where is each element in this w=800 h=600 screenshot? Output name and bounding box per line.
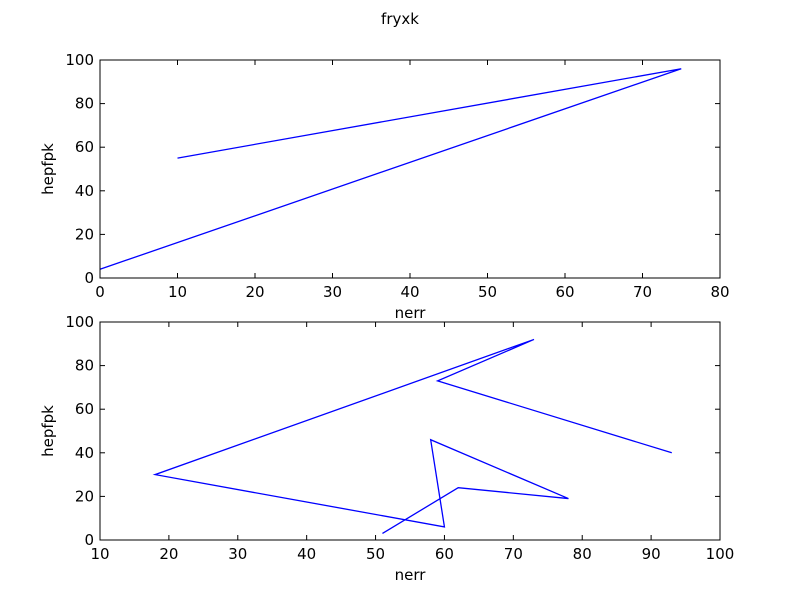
chart-1-y-tick-label: 20	[75, 487, 94, 505]
chart-0-x-tick-label: 0	[95, 283, 105, 301]
chart-0-x-tick-label: 70	[633, 283, 652, 301]
chart-1-x-tick-label: 10	[90, 545, 109, 563]
chart-1-x-tick-label: 60	[435, 545, 454, 563]
chart-1-x-tick-label: 20	[159, 545, 178, 563]
chart-0-y-tick-label: 100	[65, 51, 94, 69]
chart-0-y-axis-label: hepfpk	[39, 143, 57, 195]
figure-title: fryxk	[381, 10, 419, 28]
chart-1-plot-frame	[99, 321, 721, 541]
chart-0-x-tick-label: 40	[400, 283, 419, 301]
chart-0-x-tick-label: 20	[245, 283, 264, 301]
chart-1-x-tick-label: 70	[504, 545, 523, 563]
chart-1-y-axis-label: hepfpk	[39, 405, 57, 457]
chart-0-x-tick-label: 10	[168, 283, 187, 301]
chart-1-series-line-0	[152, 338, 672, 535]
chart-1-y-tick-label: 100	[65, 313, 94, 331]
chart-1-y-tick-label: 80	[75, 357, 94, 375]
chart-0-series-line-0	[99, 68, 682, 270]
chart-1-y-tick-label: 40	[75, 444, 94, 462]
bottom-plot: 10 20 30 40 50 60 70 80 90 100 0 20 40 60 80 100 nerr hep…	[39, 313, 734, 584]
chart-1-x-tick-label: 80	[573, 545, 592, 563]
chart-0-y-tick-label: 0	[84, 269, 94, 287]
chart-1-x-tick-label: 90	[642, 545, 661, 563]
chart-0-x-tick-label: 60	[555, 283, 574, 301]
chart-1-x-axis-label: nerr	[395, 566, 427, 584]
chart-1-y-tick-label: 60	[75, 400, 94, 418]
chart-1-x-tick-label: 50	[366, 545, 385, 563]
chart-0-x-tick-label: 80	[710, 283, 729, 301]
chart-0-x-tick-label: 30	[323, 283, 342, 301]
chart-1-y-tick-label: 0	[84, 531, 94, 549]
chart-1-x-tick-label: 100	[706, 545, 735, 563]
chart-1-x-tick-label: 40	[297, 545, 316, 563]
chart-0-y-tick-label: 20	[75, 225, 94, 243]
top-plot: 0 10 20 30 40 50 60 70 80 0 20 40 60 80 100 nerr hepfpk	[39, 51, 730, 322]
chart-0-y-tick-label: 40	[75, 182, 94, 200]
chart-1-x-tick-label: 30	[228, 545, 247, 563]
chart-0-y-tick-label: 60	[75, 138, 94, 156]
chart-0-x-axis-label: nerr	[395, 304, 427, 322]
chart-0-x-tick-label: 50	[478, 283, 497, 301]
chart-0-y-tick-label: 80	[75, 95, 94, 113]
